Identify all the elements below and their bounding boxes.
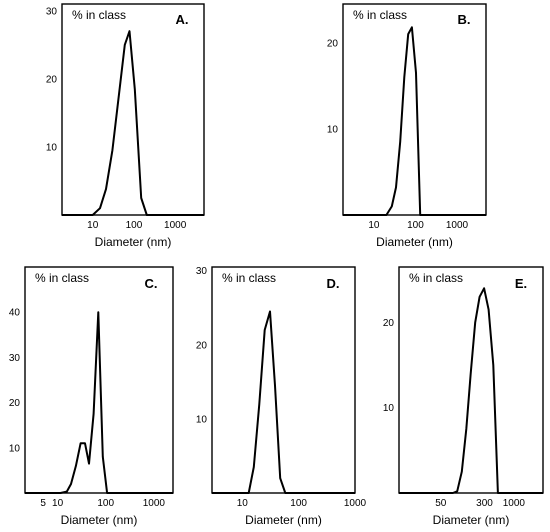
y-tick-label: 20 (196, 340, 208, 351)
plot-frame (342, 3, 487, 216)
y-tick-label: 20 (9, 398, 21, 409)
x-tick-label: 100 (290, 498, 307, 509)
x-tick-label: 1000 (143, 498, 166, 509)
x-axis-label: Diameter (nm) (433, 513, 510, 527)
y-axis-label: % in class (35, 271, 89, 285)
y-tick-label: 10 (383, 403, 395, 414)
y-tick-label: 10 (196, 414, 208, 425)
plot-frame (61, 3, 205, 216)
x-tick-label: 10 (237, 498, 249, 509)
y-tick-label: 30 (46, 6, 58, 17)
x-tick-label: 100 (126, 220, 143, 231)
x-tick-label: 300 (476, 498, 493, 509)
x-tick-label: 10 (368, 220, 380, 231)
distribution-line (25, 311, 173, 494)
y-tick-label: 40 (9, 308, 21, 319)
distribution-line (62, 30, 204, 216)
x-axis-label: Diameter (nm) (95, 235, 172, 249)
distribution-line (343, 26, 486, 216)
y-axis-label: % in class (409, 271, 463, 285)
panel-label: D. (327, 276, 340, 291)
x-tick-label: 1000 (503, 498, 526, 509)
y-axis-label: % in class (72, 8, 126, 22)
y-tick-label: 10 (327, 124, 339, 135)
panel-b: 10 20 10 100 1000 % in class B. Diameter (nm) (327, 3, 487, 249)
panel-d: 10 20 30 10 100 1000 % in class D. Diameter (nm) (196, 266, 367, 527)
x-tick-label: 10 (87, 220, 99, 231)
x-axis-label: Diameter (nm) (376, 235, 453, 249)
panel-a: 10 20 30 10 100 1000 % in class A. Diameter (nm) (46, 3, 205, 249)
panel-label: C. (145, 276, 158, 291)
distribution-line (212, 310, 355, 494)
y-tick-label: 30 (196, 266, 208, 277)
y-tick-label: 10 (46, 142, 58, 153)
x-tick-label: 1000 (446, 220, 469, 231)
plot-frame (398, 266, 544, 494)
x-tick-label: 50 (435, 498, 447, 509)
x-tick-label: 1000 (344, 498, 367, 509)
y-tick-label: 10 (9, 443, 21, 454)
x-tick-label: 1000 (164, 220, 187, 231)
y-axis-label: % in class (222, 271, 276, 285)
plot-frame (211, 266, 356, 494)
x-tick-label: 100 (407, 220, 424, 231)
distribution-line (399, 287, 543, 494)
panel-label: A. (176, 12, 189, 27)
x-tick-label: 10 (52, 498, 64, 509)
panel-label: B. (458, 12, 471, 27)
y-tick-label: 20 (46, 74, 58, 85)
y-tick-label: 30 (9, 353, 21, 364)
panel-c: 10 20 30 40 5 10 100 1000 % in class C. Diameter (… (9, 266, 174, 527)
x-tick-label: 100 (97, 498, 114, 509)
y-tick-label: 20 (383, 318, 395, 329)
plot-frame (24, 266, 174, 494)
panel-e: 10 20 50 300 1000 % in class E. Diameter (nm) (383, 266, 544, 527)
x-axis-label: Diameter (nm) (61, 513, 138, 527)
y-tick-label: 20 (327, 38, 339, 49)
y-axis-label: % in class (353, 8, 407, 22)
x-tick-label: 5 (40, 498, 46, 509)
x-axis-label: Diameter (nm) (245, 513, 322, 527)
panel-label: E. (515, 276, 527, 291)
